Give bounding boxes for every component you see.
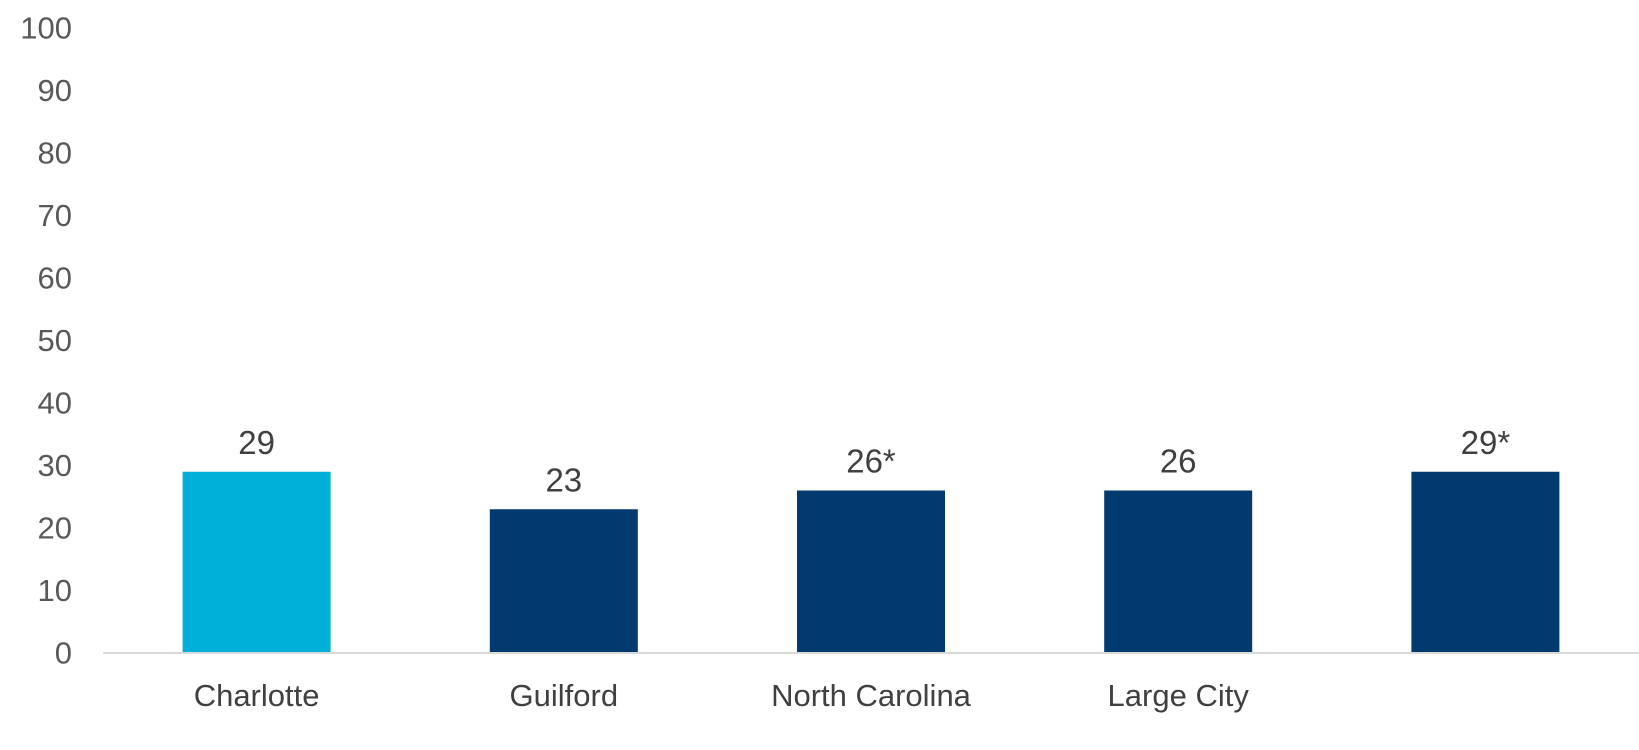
x-category-label: Charlotte <box>194 678 320 713</box>
y-axis-ticks: 0 10 20 30 40 50 60 70 80 90 100 <box>20 11 72 671</box>
data-label: 29 <box>238 424 275 461</box>
bar <box>182 471 331 653</box>
y-tick-label: 30 <box>38 448 72 483</box>
bar <box>1411 471 1560 653</box>
y-tick-label: 80 <box>38 136 72 171</box>
bar <box>797 490 945 653</box>
y-tick-label: 40 <box>38 386 72 421</box>
bar-series <box>182 471 1560 653</box>
data-label: 26* <box>846 443 896 480</box>
x-category-label: Guilford <box>510 678 619 713</box>
x-category-label: Large City <box>1108 678 1250 713</box>
data-labels: 29 23 26* 26 29* <box>238 424 1510 499</box>
y-tick-label: 100 <box>20 11 72 46</box>
data-label: 26 <box>1160 443 1197 480</box>
y-tick-label: 10 <box>38 573 72 608</box>
y-tick-label: 70 <box>38 198 72 233</box>
y-tick-label: 60 <box>38 261 72 296</box>
y-tick-label: 50 <box>38 323 72 358</box>
x-category-label: North Carolina <box>771 678 972 713</box>
y-tick-label: 20 <box>38 511 72 546</box>
data-label: 23 <box>545 461 582 498</box>
y-tick-label: 90 <box>38 73 72 108</box>
bar <box>1104 490 1253 653</box>
x-axis-labels: Charlotte Guilford North Carolina Large Cit… <box>194 678 1250 713</box>
bar <box>489 509 638 653</box>
y-tick-label: 0 <box>55 636 72 671</box>
data-label: 29* <box>1461 424 1511 461</box>
